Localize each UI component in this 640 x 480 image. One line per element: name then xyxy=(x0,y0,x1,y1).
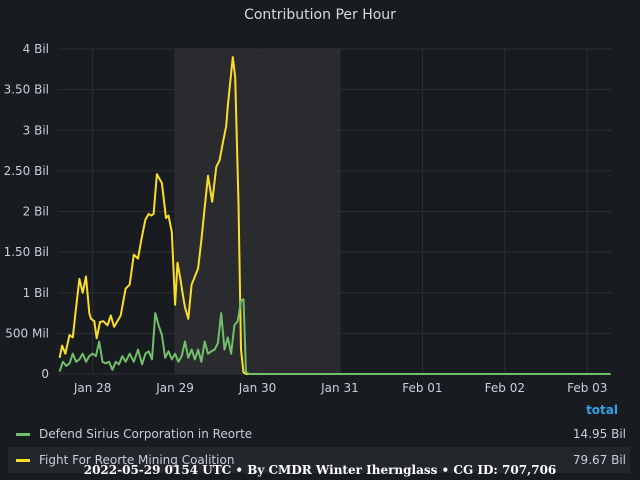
y-axis-tick-labels: 0 500 Mil 1 Bil 1.50 Bil 2 Bil 2.50 Bil 3 Bil 3… xyxy=(4,42,49,381)
legend-item[interactable]: Defend Sirius Corporation in Reorte 14.9… xyxy=(8,421,630,447)
legend-item-name: Defend Sirius Corporation in Reorte xyxy=(39,427,253,441)
legend-total-header[interactable]: total xyxy=(586,403,618,417)
x-tick-label: Jan 31 xyxy=(320,381,359,395)
chart-title: Contribution Per Hour xyxy=(244,7,396,23)
legend-item-name: Fight For Reorte Mining Coalition xyxy=(39,453,235,467)
y-tick-label: 500 Mil xyxy=(5,326,49,340)
x-tick-label: Feb 02 xyxy=(485,381,525,395)
y-tick-label: 3.50 Bil xyxy=(4,83,49,97)
legend-item[interactable]: Fight For Reorte Mining Coalition 79.67 … xyxy=(8,447,630,473)
legend-item-total: 79.67 Bil xyxy=(572,453,626,467)
chart-plot-area: 0 500 Mil 1 Bil 1.50 Bil 2 Bil 2.50 Bil 3 Bil 3… xyxy=(4,42,612,395)
x-tick-label: Feb 03 xyxy=(567,381,607,395)
y-tick-label: 1.50 Bil xyxy=(4,245,49,259)
legend-item-total: 14.95 Bil xyxy=(572,427,626,441)
y-tick-label: 1 Bil xyxy=(23,286,49,300)
legend-swatch-icon xyxy=(16,433,30,436)
chart-grid xyxy=(58,48,612,375)
chart-series xyxy=(58,56,611,375)
x-tick-label: Jan 29 xyxy=(155,381,194,395)
x-tick-label: Jan 30 xyxy=(238,381,277,395)
y-tick-label: 0 xyxy=(41,367,49,381)
x-axis-tick-labels: Jan 28 Jan 29 Jan 30 Jan 31 Feb 01 Feb 02 Feb … xyxy=(73,381,608,395)
y-tick-label: 3 Bil xyxy=(23,123,49,137)
y-tick-label: 2.50 Bil xyxy=(4,164,49,178)
series-line-1 xyxy=(58,298,611,375)
y-tick-label: 4 Bil xyxy=(23,42,49,56)
legend-swatch-icon xyxy=(16,459,30,462)
y-tick-label: 2 Bil xyxy=(23,205,49,219)
x-tick-label: Feb 01 xyxy=(402,381,442,395)
footer-caption: 2022-05-29 0154 UTC • By CMDR Winter Ihe… xyxy=(83,463,557,477)
x-tick-label: Jan 28 xyxy=(73,381,112,395)
